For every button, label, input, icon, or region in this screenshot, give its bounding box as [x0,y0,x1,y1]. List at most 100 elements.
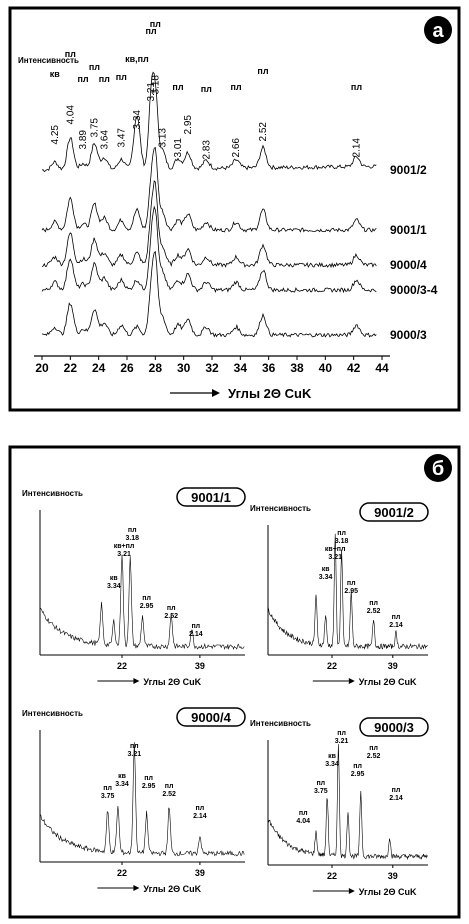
panel-b-peak-mineral: кв [322,566,331,573]
panel-b-chart-9001/2: Интенсивность 9001/2 22 39 Углы 2Θ CuK кв3.34… [250,502,429,687]
panel-b-peak-mineral: пл [369,600,378,607]
panel-a-xlabel: Углы 2Θ CuK [228,386,312,401]
panel-b-peak-mineral: пл [316,780,325,787]
panel-b-peak-d: 2.14 [193,813,207,820]
panel-a-trace-9001/1 [41,146,377,233]
panel-a-peak-d: 3.75 [89,118,100,138]
panel-b-peak-mineral: пл [128,527,137,534]
panel-a-peak-d: 2.14 [352,138,363,158]
panel-b-tick-label: 39 [195,868,205,878]
panel-a-tick-label: 28 [149,361,163,375]
panel-b-peak-d: 3.21 [328,554,342,561]
panel-a-peak-d: 4.25 [50,125,61,145]
panel-a-peak-d: 3.13 [157,128,168,148]
panel-a-tick-label: 36 [262,361,276,375]
panel-b-peak-mineral: кв+пл [114,543,135,550]
panel-a-badge-label: а [432,20,444,42]
panel-b-peak-d: 2.95 [142,783,156,790]
panel-b-ylabel: Интенсивность [250,504,311,513]
panel-b-peak-mineral: пл [165,783,174,790]
panel-b-peak-mineral: пл [103,785,112,792]
panel-a-sample-label: 9001/1 [390,223,427,237]
panel-a-sample-label: 9001/2 [390,163,427,177]
panel-b-trace [39,554,245,650]
panel-b-tick-label: 39 [195,661,205,671]
panel-a-peak-d: 3.64 [99,130,110,150]
panel-b-peak-d: 3.18 [125,535,139,542]
panel-b-xlabel: Углы 2Θ CuK [359,677,417,687]
panel-a-tick-label: 22 [64,361,78,375]
panel-b-badge-label: б [432,458,444,480]
panel-a-sample-labels: 9001/2 9001/1 9000/4 9000/3-4 9000/3 [390,163,438,342]
panel-b-ylabel: Интенсивность [250,719,311,728]
panel-a-peak-mineral: пл [172,82,183,92]
panel-b-peak-mineral: пл [369,745,378,752]
panel-b-peak-mineral: пл [299,810,308,817]
panel-a-peak-mineral: пл [257,66,268,76]
panel-b-peak-mineral: кв [328,753,337,760]
panel-a-tick-label: 40 [319,361,333,375]
panel-a-peak-d: 2.52 [258,122,269,142]
panel-a-peak-mineral: пл [78,74,89,84]
panel-a-peak-d: 3.01 [173,138,184,158]
panel-b-title-oval [359,502,429,522]
panel-a-peak-mineral: пл [231,82,242,92]
panel-b-peak-d: 3.75 [314,788,328,795]
panel-a-arrow-head [212,389,220,397]
panel-a-x-axis: 20 22 24 26 28 30 32 34 36 38 40 42 44 [34,355,390,375]
panel-a-traces [41,71,377,338]
panel-b-peak-mineral: пл [130,743,139,750]
panel-b-xlabel: Углы 2Θ CuK [143,677,201,687]
panel-b-peak-d: 3.34 [107,583,121,590]
panel-b-title-oval [359,717,429,737]
panel-a-annotations: 4.25 кв 4.04 пл 3.89 пл 3.75 пл 3.64 пл 3.47 пл 3.34… [50,19,363,159]
panel-b-peak-d: 3.34 [319,574,333,581]
panel-b-peak-d: 2.95 [351,771,365,778]
panel-b-peak-d: 4.04 [296,818,310,825]
panel-b-arrow-head [348,678,355,684]
panel-a-tick-label: 24 [92,361,106,375]
panel-b-peak-d: 2.14 [189,631,203,638]
panel-b-badge [424,454,452,482]
panel-a-peak-mineral: пл [351,82,362,92]
panel-b-trace [267,533,428,650]
panel-b-trace [39,742,245,857]
panel-b-title: 9001/1 [191,490,231,505]
panel-a-peak-mineral: пл [116,72,127,82]
panel-b-title-oval [176,707,246,727]
panel-b-chart-9001/1: Интенсивность 9001/1 22 39 Углы 2Θ CuK кв3.34… [22,487,246,687]
panel-b-peak-mineral: пл [167,605,176,612]
panel-a-tick-label: 34 [234,361,248,375]
panel-b-peak-d: 2.52 [367,753,381,760]
panel-b-peak-d: 3.34 [325,761,339,768]
panel-b-peak-mineral: пл [196,805,205,812]
panel-a-peak-d: 2.83 [201,140,212,160]
panel-b-peak-d: 2.95 [140,603,154,610]
panel-a-sample-label: 9000/4 [390,258,427,272]
panel-b-peak-mineral: пл [392,614,401,621]
panel-b-peak-d: 2.52 [164,613,178,620]
panel-b-peak-mineral: пл [191,623,200,630]
panel-b-ylabel: Интенсивность [22,709,83,718]
panel-b-peak-mineral: пл [337,530,346,537]
panel-b-peak-mineral: кв+пл [325,546,346,553]
panel-a-peak-mineral: кв,пл [125,54,149,64]
panel-a-tick-label: 32 [205,361,219,375]
panel-a-sample-label: 9000/3 [390,328,427,342]
panel-b-peak-d: 3.21 [117,551,131,558]
panel-a-tick-label: 42 [347,361,361,375]
panel-b-peak-mineral: пл [392,787,401,794]
panel-a-peak-mineral: пл [146,26,157,36]
panel-a-peak-mineral: кв [50,69,61,79]
panel-b-title: 9000/4 [191,710,232,725]
panel-a-tick-label: 44 [375,361,389,375]
panel-b-frame [8,445,461,919]
panel-a-peak-d: 3.89 [78,130,89,150]
panel-b-title: 9001/2 [374,505,414,520]
panel-a-sample-label: 9000/3-4 [390,283,438,297]
panel-b-peak-mineral: кв [118,773,127,780]
panel-a-peak-d: 4.04 [65,105,76,125]
